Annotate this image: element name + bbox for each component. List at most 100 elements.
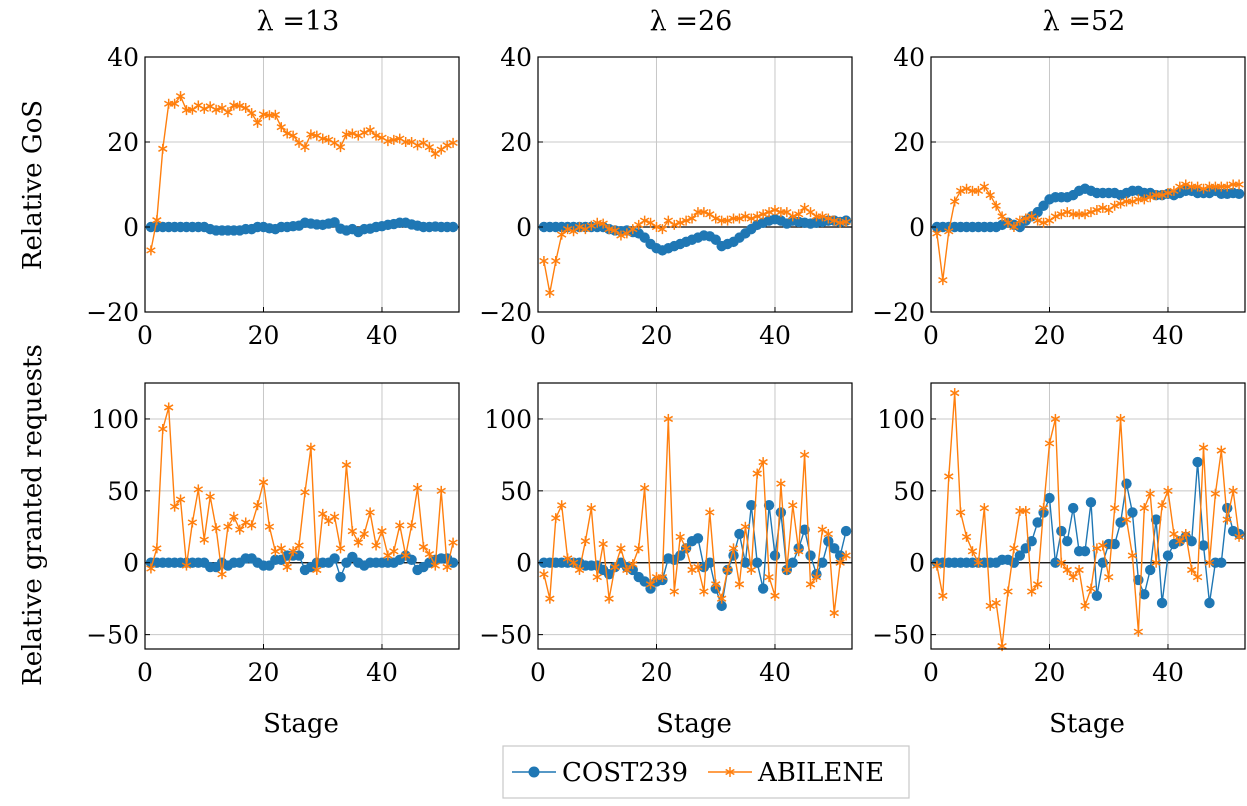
abilene-point-stroke <box>1115 200 1126 207</box>
cost239-point <box>752 557 763 568</box>
abilene-point-stroke <box>1145 490 1155 497</box>
abilene-point-stroke <box>997 213 1007 220</box>
abilene-point-stroke <box>282 563 292 571</box>
abilene-point <box>169 501 180 512</box>
cost239-point <box>1026 535 1037 547</box>
abilene-point <box>383 136 393 147</box>
abilene-point-stroke <box>448 139 458 146</box>
abilene-point-stroke <box>1139 196 1149 203</box>
abilene-point-stroke <box>705 509 715 516</box>
abilene-point <box>675 531 685 542</box>
abilene-point <box>811 572 822 583</box>
abilene-point-stroke <box>687 215 697 222</box>
abilene-point <box>823 528 834 539</box>
abilene-point <box>551 256 561 266</box>
abilene-point-stroke <box>728 545 739 552</box>
abilene-point <box>1038 503 1049 514</box>
abilene-point-stroke <box>294 542 304 549</box>
abilene-point-stroke <box>146 247 156 254</box>
abilene-point-stroke <box>645 581 656 588</box>
abilene-point <box>610 225 620 236</box>
abilene-point <box>746 564 756 575</box>
abilene-point <box>991 597 1001 608</box>
abilene-point-stroke <box>770 206 780 214</box>
abilene-point-stroke <box>657 225 668 233</box>
abilene-point <box>323 516 334 527</box>
abilene-point <box>841 550 851 561</box>
plot-frame <box>537 382 853 650</box>
abilene-point-stroke <box>146 565 156 572</box>
abilene-point <box>341 459 352 470</box>
abilene-point-stroke <box>841 218 851 226</box>
abilene-point <box>628 559 638 570</box>
abilene-point <box>1098 202 1108 213</box>
abilene-point-stroke <box>288 132 298 139</box>
cost239-point <box>805 550 816 561</box>
abilene-point <box>604 593 614 604</box>
abilene-point-stroke <box>776 480 786 487</box>
abilene-point <box>1216 445 1227 456</box>
abilene-point <box>961 183 972 194</box>
abilene-point-stroke <box>383 138 393 145</box>
abilene-point-stroke <box>997 642 1007 650</box>
abilene-point <box>955 185 966 196</box>
y-tick-label: 20 <box>107 128 139 157</box>
abilene-point-stroke <box>341 461 352 469</box>
abilene-point-stroke <box>175 496 186 503</box>
cost239-point <box>1050 557 1061 568</box>
abilene-point <box>734 213 745 224</box>
abilene-point-stroke <box>687 566 697 574</box>
abilene-point-stroke <box>223 109 233 116</box>
abilene-point-stroke <box>252 502 263 509</box>
abilene-point-stroke <box>347 130 358 137</box>
abilene-point-stroke <box>699 208 709 216</box>
y-tick-label: 40 <box>500 43 532 72</box>
abilene-point <box>329 511 340 522</box>
abilene-point-stroke <box>1127 552 1138 559</box>
abilene-point-stroke <box>400 552 411 559</box>
abilene-point-stroke <box>258 111 269 118</box>
cost239-point <box>1127 507 1138 518</box>
abilene-point-stroke <box>235 526 245 533</box>
y-tick-label: −20 <box>86 298 139 327</box>
abilene-point-stroke <box>246 109 257 117</box>
abilene-point-stroke <box>1157 191 1167 199</box>
abilene-point <box>616 543 626 554</box>
abilene-point-stroke <box>835 559 845 566</box>
abilene-point-stroke <box>436 146 446 153</box>
abilene-point-stroke <box>395 522 405 529</box>
abilene-point <box>246 520 257 531</box>
abilene-point <box>335 543 346 554</box>
abilene-point-stroke <box>574 223 585 231</box>
abilene-point-stroke <box>592 573 602 581</box>
abilene-point <box>347 526 358 537</box>
legend-cost239-label: COST239 <box>562 758 688 788</box>
abilene-point <box>817 211 828 222</box>
abilene-point-stroke <box>1157 502 1167 509</box>
abilene-point-stroke <box>1139 504 1149 512</box>
abilene-point-stroke <box>817 526 828 533</box>
abilene-point <box>1080 209 1090 220</box>
abilene-point-stroke <box>985 191 995 199</box>
x-tick-label: 40 <box>759 321 791 350</box>
abilene-point-stroke <box>556 502 567 509</box>
abilene-point <box>1198 183 1209 194</box>
cost239-point <box>1192 456 1203 468</box>
abilene-point <box>1038 217 1049 228</box>
abilene-point-stroke <box>1009 223 1019 231</box>
abilene-point-stroke <box>152 545 162 552</box>
abilene-point <box>1222 514 1232 525</box>
abilene-point-stroke <box>193 486 204 493</box>
abilene-point <box>276 122 286 133</box>
abilene-point <box>187 517 198 528</box>
abilene-point-stroke <box>932 230 942 237</box>
abilene-point <box>705 507 715 518</box>
abilene-point <box>979 181 990 192</box>
cost239-point <box>1186 535 1197 547</box>
cost239-point <box>639 576 650 587</box>
abilene-point-stroke <box>235 102 245 110</box>
cost239-point <box>1121 478 1132 489</box>
abilene-point <box>436 485 446 496</box>
